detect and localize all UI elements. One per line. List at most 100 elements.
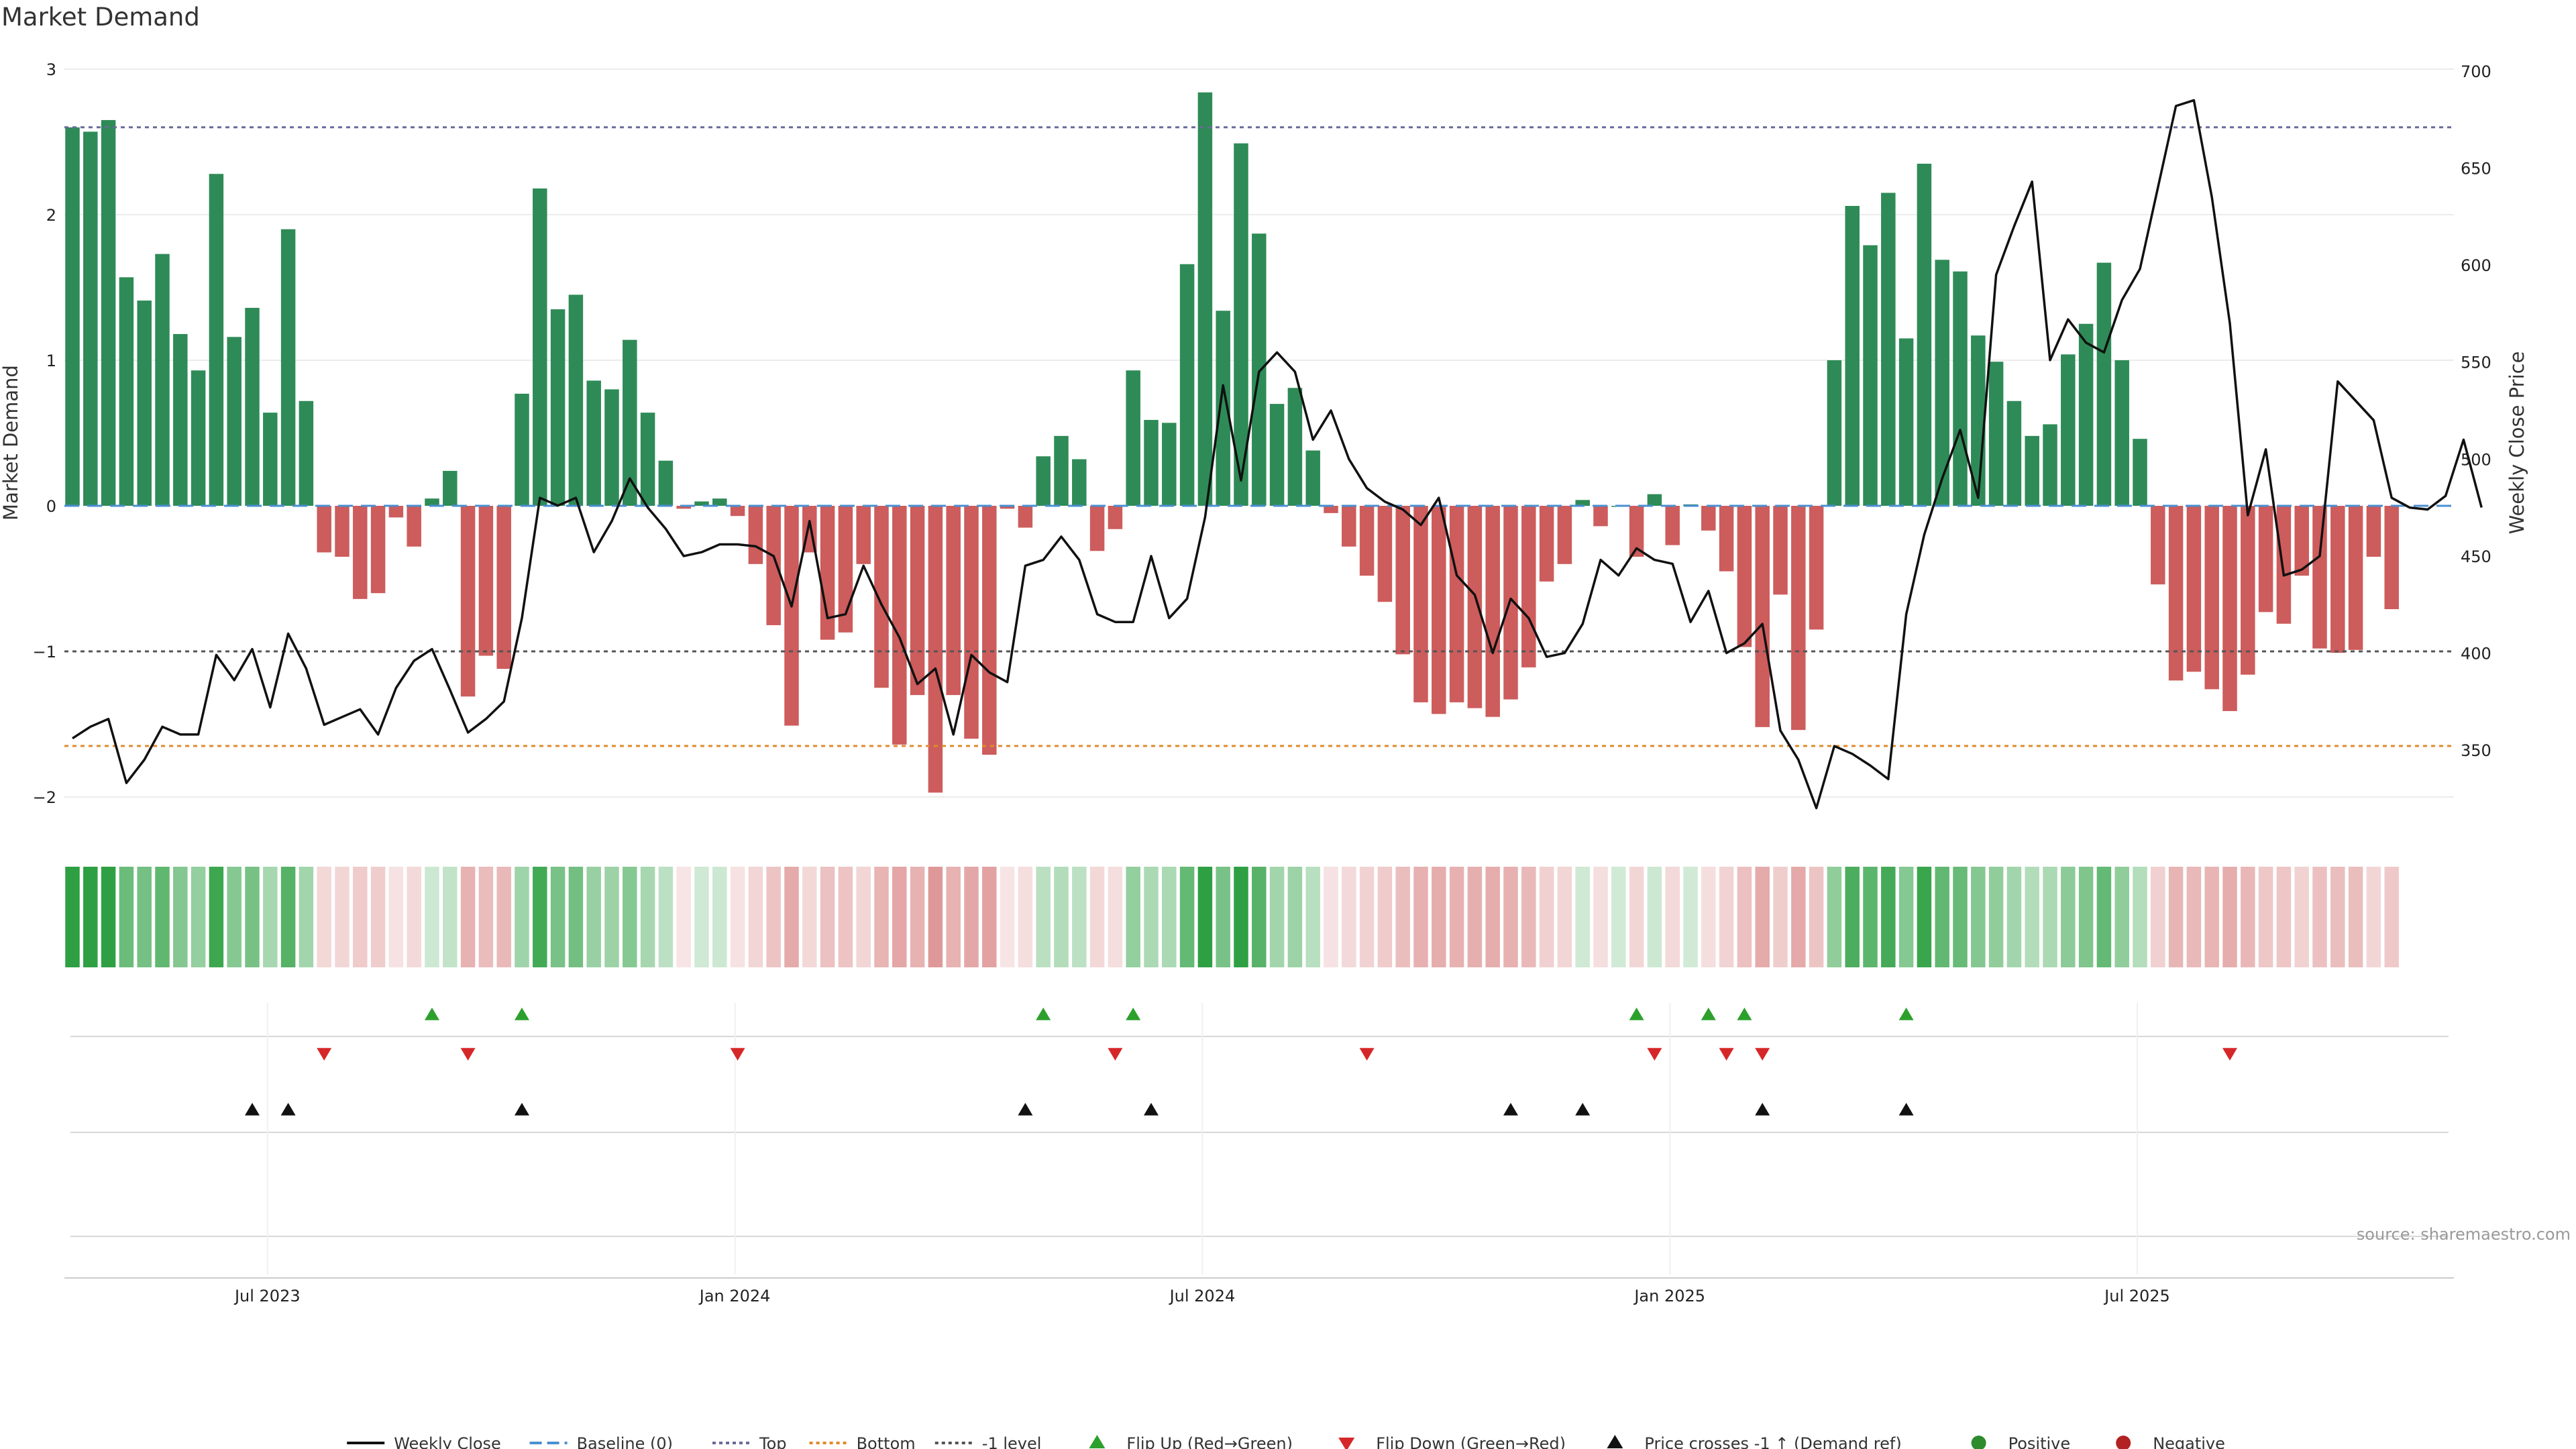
demand-bar: [1342, 506, 1356, 547]
demand-bar: [227, 337, 241, 506]
heat-cell: [2168, 867, 2184, 967]
demand-bar: [209, 174, 224, 506]
demand-bar: [1197, 92, 1213, 506]
heat-cell: [370, 867, 386, 967]
heat-cell: [425, 867, 439, 967]
demand-bar: [1449, 506, 1464, 702]
heat-cell: [964, 867, 979, 967]
heat-cell: [155, 867, 170, 967]
legend-label: Baseline (0): [577, 1434, 673, 1449]
heat-cell: [1018, 867, 1033, 967]
demand-bar: [1935, 260, 1949, 506]
heat-cell: [1359, 867, 1375, 967]
demand-bar: [1773, 506, 1788, 595]
heat-cell: [1539, 867, 1554, 967]
heat-cell: [2114, 867, 2129, 967]
legend: Weekly Close Baseline (0) Top Bottom -1 leve…: [347, 1434, 2225, 1449]
flip-down-marker: [1647, 1048, 1662, 1061]
demand-bar: [856, 506, 871, 564]
flip-up-marker: [1701, 1008, 1716, 1020]
heat-cell: [478, 867, 494, 967]
heat-cell: [1108, 867, 1123, 967]
demand-bar: [2061, 354, 2076, 506]
heat-cell: [1575, 867, 1590, 967]
flip-down-marker: [1755, 1048, 1770, 1061]
heat-cell: [623, 867, 637, 967]
demand-bar: [496, 506, 511, 669]
demand-bar: [2294, 506, 2309, 576]
heat-cell: [173, 867, 188, 967]
heat-cell: [1485, 867, 1500, 967]
heat-cell: [2366, 867, 2381, 967]
heat-cell: [191, 867, 206, 967]
heat-cell: [766, 867, 781, 967]
demand-bar: [1018, 506, 1033, 528]
demand-bar: [2348, 506, 2363, 650]
legend-label: Flip Up (Red→Green): [1126, 1434, 1293, 1449]
heat-cell: [1809, 867, 1824, 967]
heat-cell: [604, 867, 619, 967]
heat-cell: [263, 867, 278, 967]
heat-cell: [694, 867, 709, 967]
demand-bar: [2384, 506, 2399, 610]
heat-cell: [2294, 867, 2309, 967]
y2-axis-label: Weekly Close Price: [2506, 352, 2528, 535]
demand-bar: [892, 506, 907, 745]
heat-cell: [1197, 867, 1213, 967]
demand-bar: [443, 470, 458, 506]
demand-bar: [1827, 360, 1842, 506]
heat-cell: [2043, 867, 2057, 967]
y2-tick-label: 650: [2461, 160, 2491, 178]
demand-bar: [910, 506, 925, 696]
x-tick-label: Jul 2025: [2103, 1287, 2170, 1305]
price-cross-marker: [515, 1103, 529, 1116]
demand-bar: [1557, 506, 1572, 564]
demand-bar: [730, 506, 745, 517]
demand-bar: [478, 506, 494, 656]
heat-cell: [353, 867, 368, 967]
demand-bar: [533, 188, 547, 506]
demand-bar: [425, 498, 439, 506]
demand-bar: [2186, 506, 2202, 672]
heat-cell: [1377, 867, 1393, 967]
heat-cell: [928, 867, 943, 967]
demand-bar: [460, 506, 476, 697]
demand-bar: [1126, 370, 1140, 506]
y2-tick-label: 450: [2461, 547, 2491, 566]
demand-bar: [1089, 506, 1105, 551]
heat-cell: [1863, 867, 1878, 967]
heat-cell: [2096, 867, 2112, 967]
demand-bar: [2043, 424, 2057, 506]
y-tick-label: 3: [46, 60, 56, 79]
heat-cell: [748, 867, 763, 967]
demand-bar: [838, 506, 853, 633]
heat-cell: [65, 867, 80, 967]
demand-bar: [1485, 506, 1500, 717]
demand-bar: [335, 506, 350, 557]
source-note: source: sharemaestro.com: [2357, 1225, 2571, 1244]
heat-cell: [1988, 867, 2004, 967]
demand-bar: [1845, 205, 1860, 506]
heat-cell: [1072, 867, 1087, 967]
heat-cell: [1701, 867, 1716, 967]
heat-cell: [730, 867, 745, 967]
demand-bar: [1521, 506, 1536, 667]
heat-cell: [550, 867, 566, 967]
heat-cell: [2078, 867, 2094, 967]
demand-bar: [1324, 506, 1338, 513]
flip-down-marker: [730, 1048, 745, 1061]
demand-bar: [676, 506, 691, 509]
flip-up-marker: [515, 1008, 529, 1020]
heat-cell: [317, 867, 331, 967]
demand-bar: [766, 506, 781, 625]
heat-cell: [640, 867, 655, 967]
y-axis-label: Market Demand: [0, 365, 22, 521]
event-markers: [70, 1003, 2449, 1275]
legend-label: Weekly Close: [394, 1434, 501, 1449]
heat-cell: [2241, 867, 2255, 967]
heat-cell: [1252, 867, 1267, 967]
heat-cell: [407, 867, 421, 967]
demand-bar: [515, 393, 529, 506]
demand-bar: [1432, 506, 1446, 714]
demand-bar: [1287, 388, 1303, 506]
